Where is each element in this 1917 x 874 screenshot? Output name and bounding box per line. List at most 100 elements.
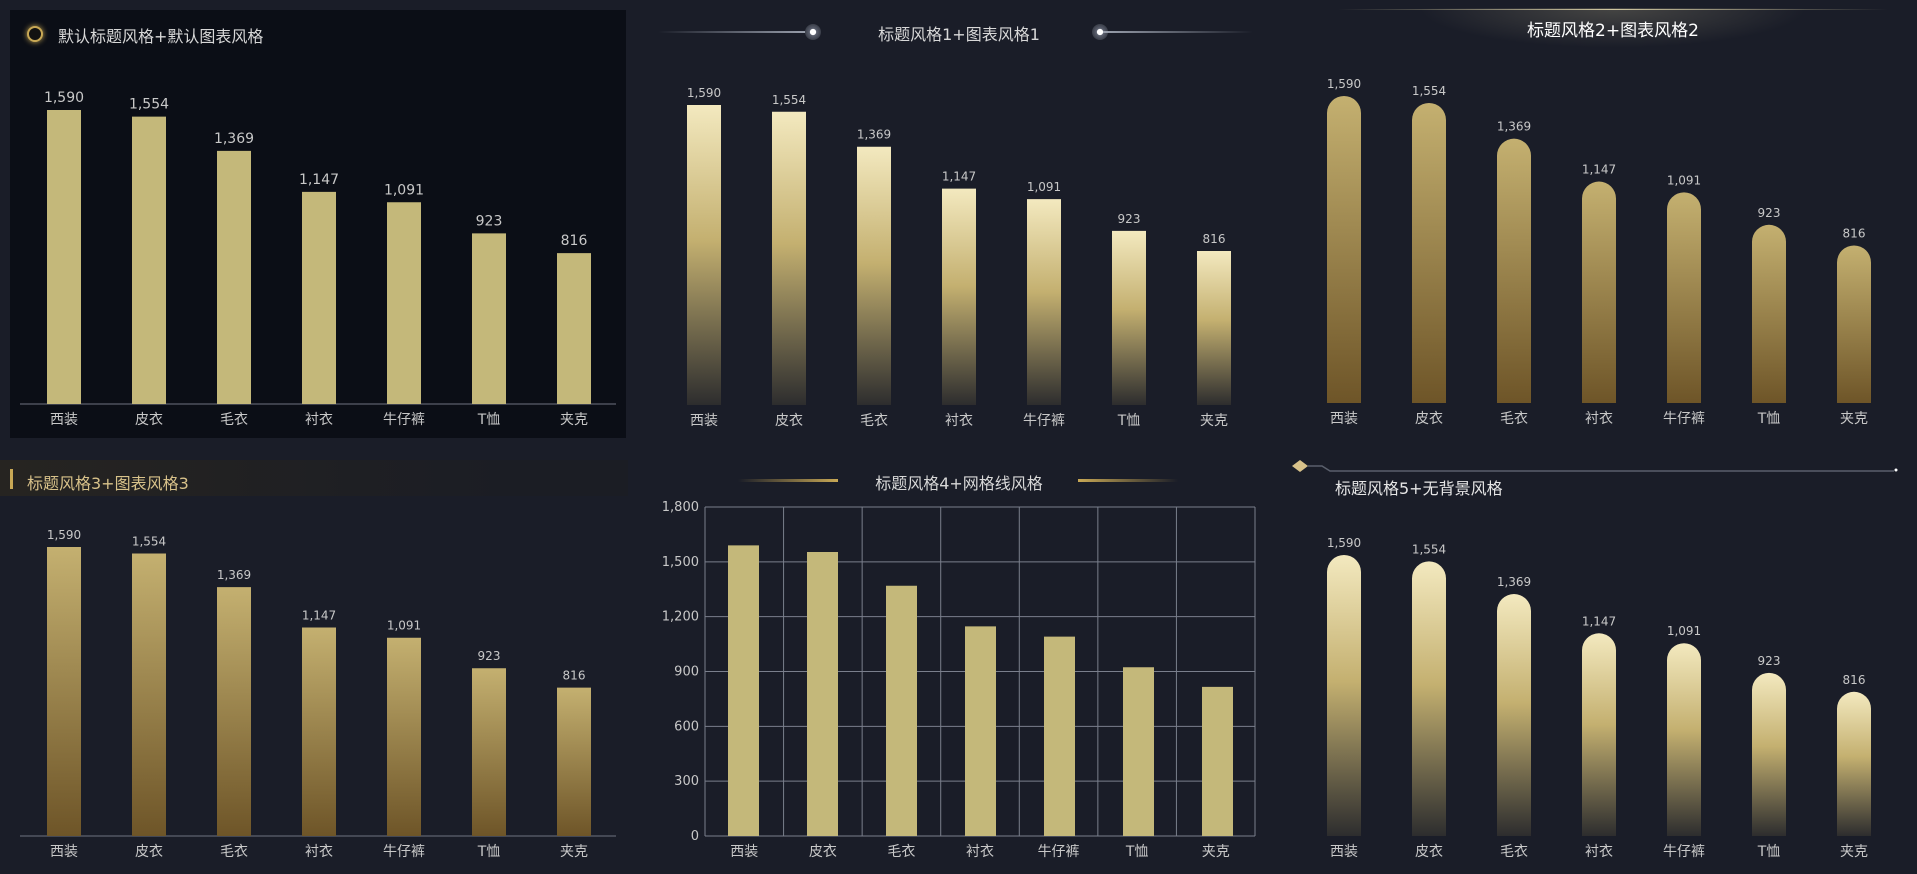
- x-tick-label: 衬衣: [1585, 411, 1613, 427]
- data-label: 1,147: [1582, 163, 1616, 177]
- bar-6: [1202, 686, 1233, 836]
- data-label: 1,147: [302, 609, 336, 623]
- bar-4: [1027, 199, 1061, 405]
- title-line-right: [1078, 479, 1178, 482]
- x-tick-label: 西装: [690, 413, 718, 429]
- x-tick-label: T恤: [1117, 413, 1141, 429]
- data-label: 1,590: [47, 528, 81, 542]
- data-label: 923: [478, 649, 501, 663]
- data-label: 816: [1203, 232, 1226, 246]
- bar-3: [942, 188, 976, 405]
- chart-panel-style1: 标题风格1+图表风格1 1,590 西装 1,554 皮衣 1,369 毛衣 1,147 衬衣…: [648, 10, 1270, 438]
- data-label: 1,369: [1497, 120, 1531, 134]
- panel-title: 标题风格3+图表风格3: [27, 474, 189, 493]
- title-line-left: [738, 479, 838, 482]
- chart-panel-style5: 标题风格5+无背景风格 1,590 西装 1,554 皮衣 1,369 毛衣 1,147 衬衣…: [1280, 460, 1910, 870]
- chart-panel-default: 默认标题风格+默认图表风格 1,590 西装 1,554 皮衣 1,369 毛衣 1,147…: [10, 10, 626, 438]
- data-label: 1,590: [687, 86, 721, 100]
- x-tick-label: 西装: [50, 844, 78, 860]
- y-tick-label: 1,500: [662, 555, 699, 570]
- bar-1: [132, 553, 166, 836]
- x-tick-label: 毛衣: [220, 844, 248, 860]
- x-tick-label: 西装: [1330, 844, 1358, 860]
- x-tick-label: 夹克: [560, 844, 588, 860]
- data-label: 923: [1758, 206, 1781, 220]
- bar-0: [687, 105, 721, 405]
- bar-chart: 1,590 西装 1,554 皮衣 1,369 毛衣 1,147 衬衣 1,091 牛仔裤 923 T…: [687, 86, 1231, 429]
- data-label: 1,091: [387, 619, 421, 633]
- bar-3: [302, 627, 336, 836]
- x-tick-label: 牛仔裤: [1663, 844, 1705, 860]
- data-label: 1,091: [1667, 624, 1701, 638]
- bar-5: [472, 668, 506, 836]
- bar-6: [1837, 691, 1871, 836]
- data-label: 1,554: [772, 93, 806, 107]
- x-tick-label: 牛仔裤: [383, 412, 425, 428]
- data-label: 923: [476, 213, 503, 229]
- bar-1: [1412, 102, 1446, 404]
- data-label: 1,590: [1327, 536, 1361, 550]
- bar-1: [772, 111, 806, 405]
- x-tick-label: 西装: [1330, 411, 1358, 427]
- bar-2: [217, 587, 251, 836]
- bar-1: [807, 551, 838, 836]
- x-tick-label: 衬衣: [945, 413, 973, 429]
- data-label: 816: [561, 233, 588, 249]
- data-label: 1,147: [942, 170, 976, 184]
- data-label: 1,590: [44, 90, 84, 106]
- data-label: 1,147: [1582, 614, 1616, 628]
- bar-chart: 1,590 西装 1,554 皮衣 1,369 毛衣 1,147 衬衣 1,091 牛仔裤 923 T…: [1327, 536, 1871, 860]
- data-label: 1,590: [1327, 77, 1361, 91]
- chart-panel-style2: 标题风格2+图表风格2 1,590 西装 1,554 皮衣 1,369 毛衣 1,147 衬衣…: [1318, 8, 1908, 438]
- bar-chart: 1,590 西装 1,554 皮衣 1,369 毛衣 1,147 衬衣 1,091 牛仔裤 923 T…: [1327, 77, 1871, 427]
- x-tick-label: 衬衣: [305, 412, 333, 428]
- panel-title: 标题风格5+无背景风格: [1335, 479, 1503, 498]
- x-tick-label: T恤: [1757, 844, 1781, 860]
- title-band: [0, 460, 628, 496]
- bar-0: [1327, 96, 1361, 403]
- bar-3: [1582, 633, 1616, 836]
- x-tick-label: 毛衣: [220, 412, 248, 428]
- bar-3: [1582, 181, 1616, 403]
- y-tick-label: 900: [674, 665, 699, 680]
- bar-5: [1123, 667, 1154, 836]
- bar-2: [886, 585, 917, 836]
- x-tick-label: 夹克: [1202, 844, 1230, 860]
- data-label: 816: [563, 669, 586, 683]
- x-tick-label: 皮衣: [135, 412, 163, 428]
- bar-0: [47, 547, 81, 836]
- bar-6: [1837, 245, 1871, 403]
- x-tick-label: 牛仔裤: [383, 844, 425, 860]
- x-tick-label: 皮衣: [809, 844, 837, 860]
- x-tick-label: 牛仔裤: [1663, 411, 1705, 427]
- data-label: 1,091: [1667, 173, 1701, 187]
- bar-chart: 1,590 西装 1,554 皮衣 1,369 毛衣 1,147 衬衣 1,091 牛仔裤 923 T…: [20, 528, 616, 860]
- bar-chart: 0 300 600 900 1,200 1,500 1,800 西装 皮衣 毛衣 衬衣 牛仔裤 T恤 夹克: [662, 500, 1256, 860]
- data-label: 816: [1843, 226, 1866, 240]
- y-tick-label: 1,200: [662, 610, 699, 625]
- bar-6: [1197, 251, 1231, 405]
- y-tick-label: 0: [691, 829, 699, 844]
- x-tick-label: 夹克: [1840, 411, 1868, 427]
- bar-4: [387, 202, 421, 404]
- panel-title: 默认标题风格+默认图表风格: [58, 27, 264, 46]
- bar-0: [47, 110, 81, 404]
- x-tick-label: 衬衣: [966, 844, 994, 860]
- data-label: 1,147: [299, 172, 339, 188]
- data-label: 923: [1758, 654, 1781, 668]
- title-underline-decoration: [1292, 460, 1898, 472]
- bar-6: [557, 687, 591, 836]
- bar-4: [387, 637, 421, 836]
- bar-5: [472, 233, 506, 404]
- bar-2: [1497, 138, 1531, 403]
- data-label: 1,369: [1497, 575, 1531, 589]
- x-tick-label: T恤: [477, 412, 501, 428]
- bar-0: [728, 545, 759, 836]
- x-tick-label: T恤: [477, 844, 501, 860]
- bar-2: [857, 146, 891, 405]
- chart-panel-style4-grid: 标题风格4+网格线风格 0 300 600 900 1,200 1,500 1,800 西装 皮…: [648, 460, 1270, 870]
- x-tick-label: 皮衣: [775, 413, 803, 429]
- x-tick-label: 皮衣: [1415, 411, 1443, 427]
- data-label: 1,369: [857, 128, 891, 142]
- bar-5: [1752, 224, 1786, 403]
